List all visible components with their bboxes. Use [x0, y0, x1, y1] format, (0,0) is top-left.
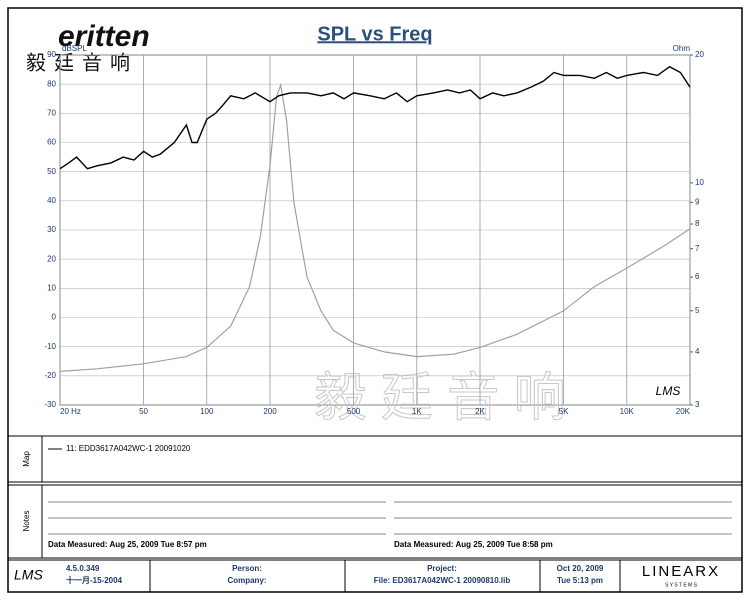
y-tick-label: 70 — [47, 108, 56, 117]
version: 4.5.0.349 — [66, 564, 100, 573]
x-tick-label: 10K — [620, 407, 635, 416]
notes-label: Notes — [22, 511, 31, 532]
y-tick-label: 50 — [47, 167, 56, 176]
y2-tick-label: 20 — [695, 50, 704, 59]
y2-axis-label: Ohm — [673, 44, 691, 53]
y2-tick-label: 7 — [695, 244, 700, 253]
y-tick-label: -20 — [44, 371, 56, 380]
logo-brand: eritten — [58, 20, 150, 53]
y2-tick-label: 8 — [695, 219, 700, 228]
y-axis-label: dBSPL — [62, 44, 87, 53]
y-tick-label: 20 — [47, 254, 56, 263]
y-tick-label: 90 — [47, 50, 56, 59]
file: File: ED3617A042WC-1 20090810.lib — [374, 576, 511, 585]
map-label: Map — [22, 451, 31, 467]
outer-frame — [7, 7, 743, 593]
notes-panel — [7, 484, 743, 559]
y-tick-label: 30 — [47, 225, 56, 234]
version-date: 十一月-15-2004 — [66, 575, 123, 585]
x-tick-label: 20K — [676, 407, 691, 416]
date: Oct 20, 2009 — [557, 564, 604, 573]
y-tick-label: -10 — [44, 342, 56, 351]
y-tick-label: 0 — [52, 313, 57, 322]
y-tick-label: 60 — [47, 138, 56, 147]
x-tick-label: 1K — [412, 407, 422, 416]
watermark: 毅 廷 音 响 — [314, 370, 565, 428]
y-tick-label: 40 — [47, 196, 56, 205]
series-line — [59, 82, 691, 372]
legend-entry: 11: EDD3617A042WC-1 20091020 — [66, 444, 191, 453]
y2-tick-label: 10 — [695, 178, 704, 187]
corner-mark: LMS — [656, 384, 681, 398]
map-panel — [7, 435, 743, 483]
series-line — [59, 65, 691, 170]
logo-chinese: 毅廷音响 — [26, 51, 138, 74]
y2-tick-label: 9 — [695, 197, 700, 206]
y2-tick-label: 4 — [695, 347, 700, 356]
company: Company: — [227, 576, 266, 585]
x-tick-label: 500 — [347, 407, 361, 416]
time: Tue 5:13 pm — [557, 576, 603, 585]
person: Person: — [232, 564, 262, 573]
y2-tick-label: 5 — [695, 306, 700, 315]
footer-lms: LMS — [14, 567, 43, 583]
brand-sub: S Y S T E M S — [665, 582, 698, 588]
note-measured: Data Measured: Aug 25, 2009 Tue 8:58 pm — [394, 540, 553, 549]
y-tick-label: 80 — [47, 79, 56, 88]
x-tick-label: 100 — [200, 407, 214, 416]
x-tick-label: 20 Hz — [60, 407, 81, 416]
note-measured: Data Measured: Aug 25, 2009 Tue 8:57 pm — [48, 540, 207, 549]
chart-title: SPL vs Freq — [317, 23, 432, 45]
x-tick-label: 50 — [139, 407, 148, 416]
y-tick-label: -30 — [44, 400, 56, 409]
x-tick-label: 200 — [263, 407, 277, 416]
brand: LINEARX — [642, 563, 720, 580]
y2-tick-label: 6 — [695, 272, 700, 281]
footer-dividers — [149, 560, 621, 592]
y-tick-label: 10 — [47, 283, 56, 292]
x-tick-label: 5K — [559, 407, 569, 416]
footer — [7, 559, 743, 593]
project: Project: — [427, 564, 457, 573]
y2-tick-label: 3 — [695, 400, 700, 409]
note-lines — [48, 501, 732, 535]
x-tick-label: 2K — [475, 407, 485, 416]
